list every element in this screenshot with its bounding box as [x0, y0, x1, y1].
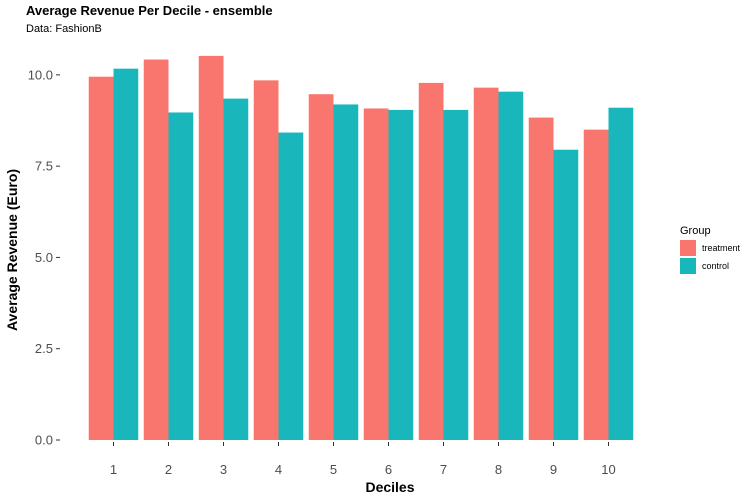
legend-title: Group	[680, 225, 711, 237]
x-tick-label: 7	[440, 462, 447, 477]
y-tick-label: 2.5	[35, 341, 53, 356]
bar-treatment-decile-3	[198, 55, 224, 440]
y-tick-label: 0.0	[35, 433, 53, 448]
chart-subtitle: Data: FashionB	[26, 23, 102, 35]
y-tick-label: 7.5	[35, 159, 53, 174]
bar-treatment-decile-8	[473, 87, 499, 440]
bar-control-decile-8	[498, 91, 524, 440]
bar-control-decile-4	[278, 132, 304, 441]
x-axis: 1 2 3 4 5 6 7 8 9 10	[110, 442, 616, 477]
bar-control-decile-5	[333, 104, 359, 440]
bar-control-decile-9	[553, 149, 579, 440]
bar-treatment-decile-6	[363, 108, 389, 441]
x-axis-title: Deciles	[365, 479, 414, 495]
bar-treatment-decile-2	[143, 59, 169, 440]
legend-label-control: control	[702, 261, 729, 271]
x-tick-label: 1	[110, 462, 117, 477]
bar-treatment-decile-1	[88, 76, 114, 440]
legend-key-control	[680, 258, 696, 274]
bar-control-decile-6	[388, 109, 414, 441]
x-tick-label: 6	[385, 462, 392, 477]
x-tick-label: 9	[550, 462, 557, 477]
bar-control-decile-7	[443, 109, 469, 441]
x-tick-label: 5	[330, 462, 337, 477]
legend-label-treatment: treatment	[702, 243, 741, 253]
legend: Group treatment control	[680, 225, 741, 274]
chart-title: Average Revenue Per Decile - ensemble	[26, 3, 273, 18]
bar-treatment-decile-9	[528, 117, 554, 440]
y-axis: 0.0 2.5 5.0 7.5 10.0	[28, 67, 60, 448]
x-tick-label: 8	[495, 462, 502, 477]
bar-treatment-decile-5	[308, 94, 334, 441]
bar-control-decile-3	[223, 98, 249, 440]
bar-treatment-decile-10	[583, 129, 609, 440]
bars-layer	[88, 55, 634, 441]
x-tick-label: 3	[220, 462, 227, 477]
x-tick-label: 2	[165, 462, 172, 477]
y-axis-title: Average Revenue (Euro)	[4, 169, 20, 331]
bar-control-decile-2	[168, 112, 194, 440]
bar-treatment-decile-4	[253, 80, 279, 440]
x-tick-label: 4	[275, 462, 282, 477]
y-tick-label: 10.0	[28, 67, 53, 82]
legend-key-treatment	[680, 240, 696, 256]
bar-control-decile-1	[113, 68, 139, 440]
bar-control-decile-10	[608, 107, 634, 440]
bar-treatment-decile-7	[418, 82, 444, 441]
y-tick-label: 5.0	[35, 250, 53, 265]
x-tick-label: 10	[601, 462, 615, 477]
